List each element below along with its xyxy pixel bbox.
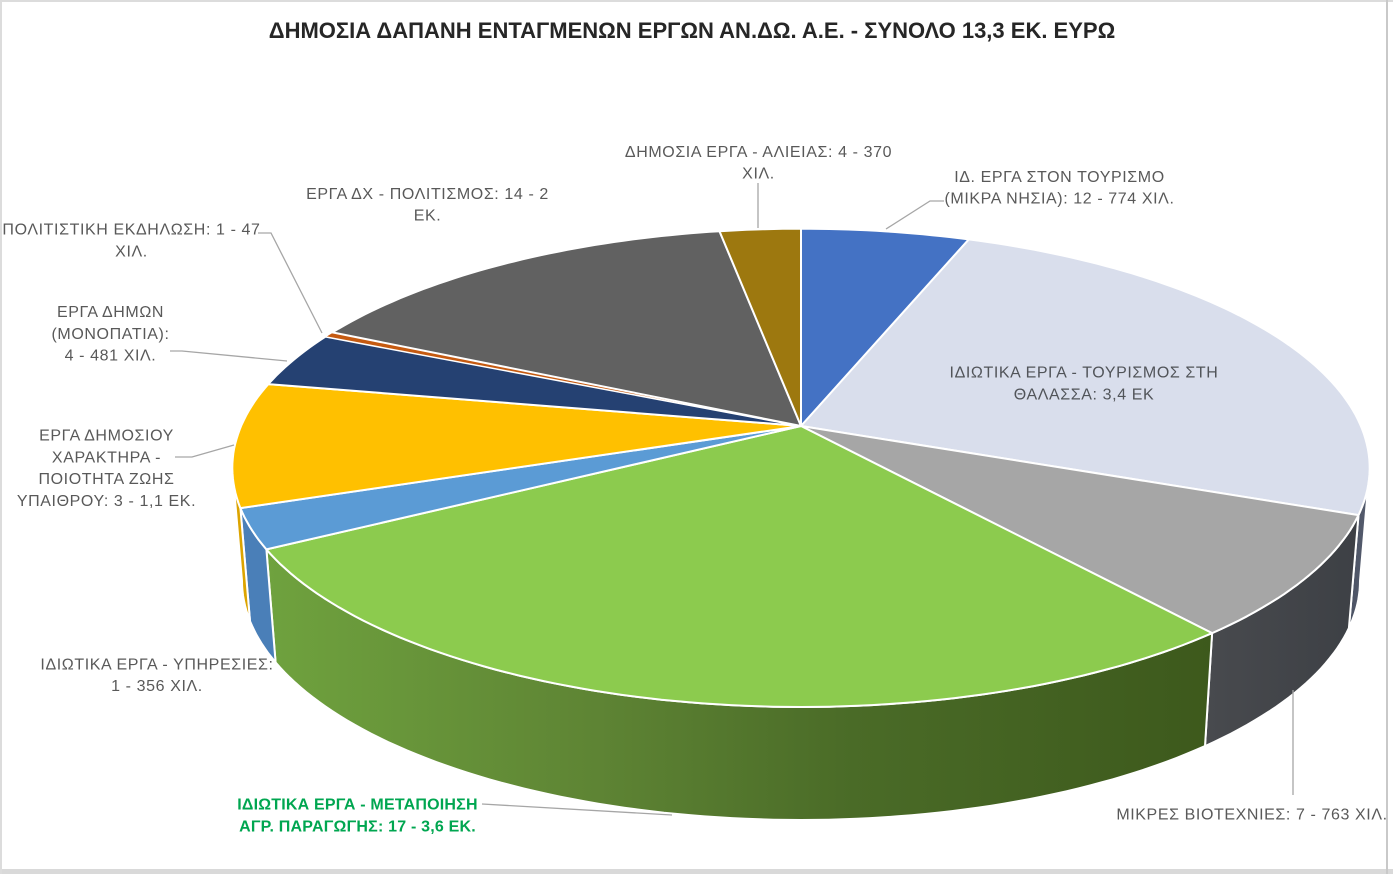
svg-text:(ΜΙΚΡΑ ΝΗΣΙΑ): 12 - 774 ΧΙΛ.: (ΜΙΚΡΑ ΝΗΣΙΑ): 12 - 774 ΧΙΛ. bbox=[944, 191, 1174, 208]
svg-text:ΔΗΜΟΣΙΑ ΔΑΠΑΝΗ ΕΝΤΑΓΜΕΝΩΝ ΕΡΓΩ: ΔΗΜΟΣΙΑ ΔΑΠΑΝΗ ΕΝΤΑΓΜΕΝΩΝ ΕΡΓΩΝ ΑΝ.ΔΩ. Α… bbox=[269, 18, 1115, 43]
svg-text:ΘΑΛΑΣΣΑ: 3,4 ΕΚ: ΘΑΛΑΣΣΑ: 3,4 ΕΚ bbox=[1014, 386, 1155, 403]
svg-text:ΙΔ. ΕΡΓΑ ΣΤΟΝ ΤΟΥΡΙΣΜΟ: ΙΔ. ΕΡΓΑ ΣΤΟΝ ΤΟΥΡΙΣΜΟ bbox=[954, 169, 1165, 186]
svg-text:ΧΙΛ.: ΧΙΛ. bbox=[115, 243, 148, 260]
svg-text:ΙΔΙΩΤΙΚΑ ΕΡΓΑ - ΜΕΤΑΠΟΙΗΣΗ: ΙΔΙΩΤΙΚΑ ΕΡΓΑ - ΜΕΤΑΠΟΙΗΣΗ bbox=[237, 796, 477, 813]
svg-text:ΧΑΡΑΚΤΗΡΑ -: ΧΑΡΑΚΤΗΡΑ - bbox=[52, 449, 161, 466]
svg-text:ΧΙΛ.: ΧΙΛ. bbox=[742, 166, 775, 183]
svg-text:ΠΟΙΟΤΗΤΑ ΖΩΗΣ: ΠΟΙΟΤΗΤΑ ΖΩΗΣ bbox=[38, 471, 174, 488]
svg-text:ΠΟΛΙΤΙΣΤΙΚΗ ΕΚΔΗΛΩΣΗ: 1 - 47: ΠΟΛΙΤΙΣΤΙΚΗ ΕΚΔΗΛΩΣΗ: 1 - 47 bbox=[2, 222, 260, 239]
svg-text:ΕΡΓΑ ΔΧ - ΠΟΛΙΤΙΣΜΟΣ: 14 - 2: ΕΡΓΑ ΔΧ - ΠΟΛΙΤΙΣΜΟΣ: 14 - 2 bbox=[306, 186, 549, 203]
svg-text:ΑΓΡ. ΠΑΡΑΓΩΓΗΣ: 17 - 3,6 ΕΚ.: ΑΓΡ. ΠΑΡΑΓΩΓΗΣ: 17 - 3,6 ΕΚ. bbox=[239, 818, 476, 835]
svg-text:ΔΗΜΟΣΙΑ ΕΡΓΑ - ΑΛΙΕΙΑΣ: 4 - 37: ΔΗΜΟΣΙΑ ΕΡΓΑ - ΑΛΙΕΙΑΣ: 4 - 370 bbox=[625, 144, 892, 161]
svg-text:ΥΠΑΙΘΡΟΥ: 3 - 1,1 ΕΚ.: ΥΠΑΙΘΡΟΥ: 3 - 1,1 ΕΚ. bbox=[17, 493, 196, 510]
svg-text:ΜΙΚΡΕΣ ΒΙΟΤΕΧΝΙΕΣ: 7 - 763 ΧΙΛ: ΜΙΚΡΕΣ ΒΙΟΤΕΧΝΙΕΣ: 7 - 763 ΧΙΛ. bbox=[1116, 807, 1387, 824]
svg-text:1 - 356 ΧΙΛ.: 1 - 356 ΧΙΛ. bbox=[111, 678, 203, 695]
svg-text:ΕΚ.: ΕΚ. bbox=[414, 208, 442, 225]
svg-text:ΙΔΙΩΤΙΚΑ ΕΡΓΑ - ΥΠΗΡΕΣΙΕΣ:: ΙΔΙΩΤΙΚΑ ΕΡΓΑ - ΥΠΗΡΕΣΙΕΣ: bbox=[40, 656, 273, 673]
svg-text:ΕΡΓΑ ΔΗΜΟΣΙΟΥ: ΕΡΓΑ ΔΗΜΟΣΙΟΥ bbox=[39, 428, 174, 445]
svg-text:ΙΔΙΩΤΙΚΑ ΕΡΓΑ - ΤΟΥΡΙΣΜΟΣ ΣΤΗ: ΙΔΙΩΤΙΚΑ ΕΡΓΑ - ΤΟΥΡΙΣΜΟΣ ΣΤΗ bbox=[950, 364, 1219, 381]
svg-text:4 - 481 ΧΙΛ.: 4 - 481 ΧΙΛ. bbox=[65, 348, 157, 365]
svg-text:ΕΡΓΑ ΔΗΜΩΝ: ΕΡΓΑ ΔΗΜΩΝ bbox=[57, 304, 164, 321]
svg-text:(ΜΟΝΟΠΑΤΙΑ):: (ΜΟΝΟΠΑΤΙΑ): bbox=[51, 326, 169, 343]
